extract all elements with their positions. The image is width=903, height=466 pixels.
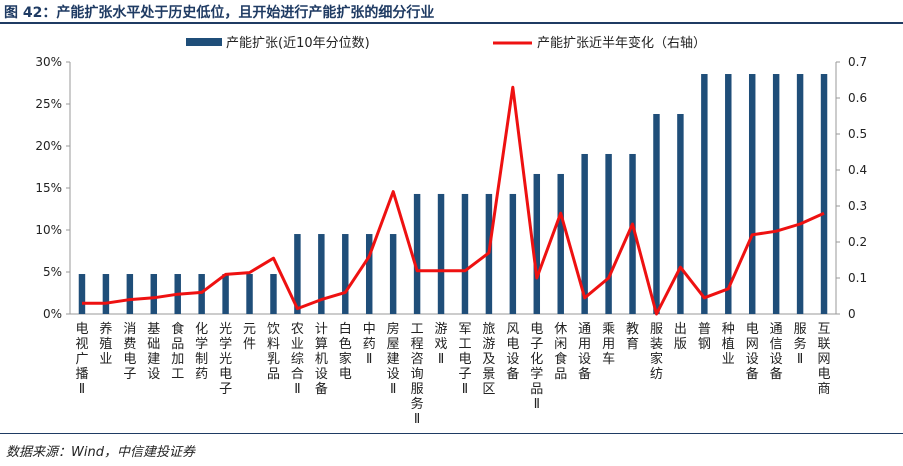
bar (102, 274, 110, 314)
bar (222, 274, 229, 314)
right-tick-label: 0.3 (848, 199, 867, 213)
x-tick-label: 普钢 (698, 322, 711, 352)
right-tick-label: 0.4 (848, 163, 867, 177)
x-tick-label: 乘用车 (602, 322, 615, 367)
bar (150, 274, 158, 314)
right-tick-label: 0.7 (848, 55, 867, 69)
x-tick-label: 休闲食品 (554, 322, 567, 382)
chart: 产能扩张(近10年分位数) 产能扩张近半年变化（右轴） 0% 5% 10% 15% 20… (35, 35, 867, 427)
bar (653, 113, 660, 314)
right-tick-label: 0.2 (848, 235, 867, 249)
x-tick-label: 基础建设 (147, 322, 160, 382)
legend: 产能扩张(近10年分位数) 产能扩张近半年变化（右轴） (186, 35, 706, 51)
x-tick-label: 通信设备 (770, 322, 783, 382)
bar (533, 173, 541, 314)
x-tick-label: 种植业 (722, 322, 735, 367)
left-tick-label: 30% (35, 55, 62, 69)
bars (78, 74, 828, 315)
x-tick-label: 服装家纺 (650, 322, 663, 382)
x-tick-label: 中药 Ⅱ (363, 322, 376, 367)
bar (294, 234, 301, 314)
x-tick-label: 农业综合 Ⅱ (291, 322, 304, 397)
footer-divider (0, 433, 903, 434)
bar (581, 153, 588, 314)
x-tick-label: 教育 (626, 321, 639, 352)
right-tick-label: 0.1 (848, 271, 867, 285)
x-tick-label: 服务 Ⅱ (794, 322, 807, 367)
x-tick-label: 军工电子 Ⅱ (458, 322, 471, 397)
source-note: 数据来源：Wind，中信建投证券 (6, 445, 195, 460)
bar (437, 193, 445, 314)
x-tick-label: 电网设备 (746, 322, 759, 382)
x-tick-label: 风电设备 (506, 322, 519, 382)
left-tick-label: 0% (43, 307, 62, 321)
x-tick-label: 互联网电商 (818, 322, 831, 397)
x-tick-label: 元件 (243, 322, 256, 352)
bar (772, 74, 780, 315)
bar (78, 274, 86, 314)
bar (318, 234, 325, 314)
x-tick-label: 旅游及景区 (482, 322, 495, 397)
axes: 0% 5% 10% 15% 20% 25% 30% 0 0.1 0.2 0.3 0.4 0.5 0.6 0.… (35, 55, 867, 321)
x-tick-label: 出版 (674, 322, 687, 352)
bar (605, 153, 612, 314)
bar (246, 274, 253, 314)
x-tick-label: 游戏 Ⅱ (435, 322, 448, 367)
bar (270, 274, 277, 314)
bar (509, 193, 517, 314)
right-tick-label: 0.6 (848, 91, 867, 105)
x-tick-label: 食品加工 (171, 321, 184, 382)
x-tick-label: 光学光电子 (219, 322, 232, 397)
bar (557, 173, 564, 314)
x-tick-label: 饮料乳品 (267, 322, 280, 382)
series-line (82, 85, 825, 316)
x-tick-label: 养殖业 (99, 321, 112, 367)
bar (461, 193, 469, 314)
bar (701, 74, 708, 315)
x-tick-label: 化学制药 (195, 322, 208, 382)
x-tick-label: 电视广播 Ⅱ (75, 322, 88, 397)
title-divider (0, 22, 903, 24)
right-tick-label: 0 (848, 307, 856, 321)
bar (820, 74, 828, 315)
legend-bar-label: 产能扩张(近10年分位数) (226, 36, 370, 51)
bar (725, 74, 732, 315)
bar (342, 234, 349, 314)
right-tick-label: 0.5 (848, 127, 867, 141)
bar (748, 74, 756, 315)
left-tick-label: 20% (35, 139, 62, 153)
x-tick-label: 消费电子 (123, 322, 136, 382)
left-tick-label: 15% (35, 181, 62, 195)
bar (389, 234, 397, 314)
x-tick-label: 电子化学品 Ⅱ (530, 322, 543, 412)
legend-bar-swatch (186, 38, 222, 46)
bar (198, 274, 205, 314)
bar (126, 274, 134, 314)
bar (796, 74, 804, 315)
left-tick-label: 10% (35, 223, 62, 237)
x-tick-label: 房屋建设 Ⅱ (387, 321, 400, 397)
chart-title: 图 42：产能扩张水平处于历史低位，且开始进行产能扩张的细分行业 (4, 5, 435, 21)
x-tick-label: 白色家电 (339, 321, 352, 382)
x-tick-label: 工程咨询服务 Ⅱ (411, 322, 424, 427)
line-series (82, 85, 825, 316)
x-tick-label: 计算机设备 (315, 322, 328, 397)
bar (629, 153, 636, 314)
left-tick-label: 25% (35, 97, 62, 111)
legend-line-label: 产能扩张近半年变化（右轴） (537, 35, 706, 51)
bar (413, 193, 421, 314)
bar (365, 234, 373, 314)
left-tick-label: 5% (43, 265, 62, 279)
x-tick-label: 通用设备 (578, 322, 591, 382)
bar (677, 113, 684, 314)
